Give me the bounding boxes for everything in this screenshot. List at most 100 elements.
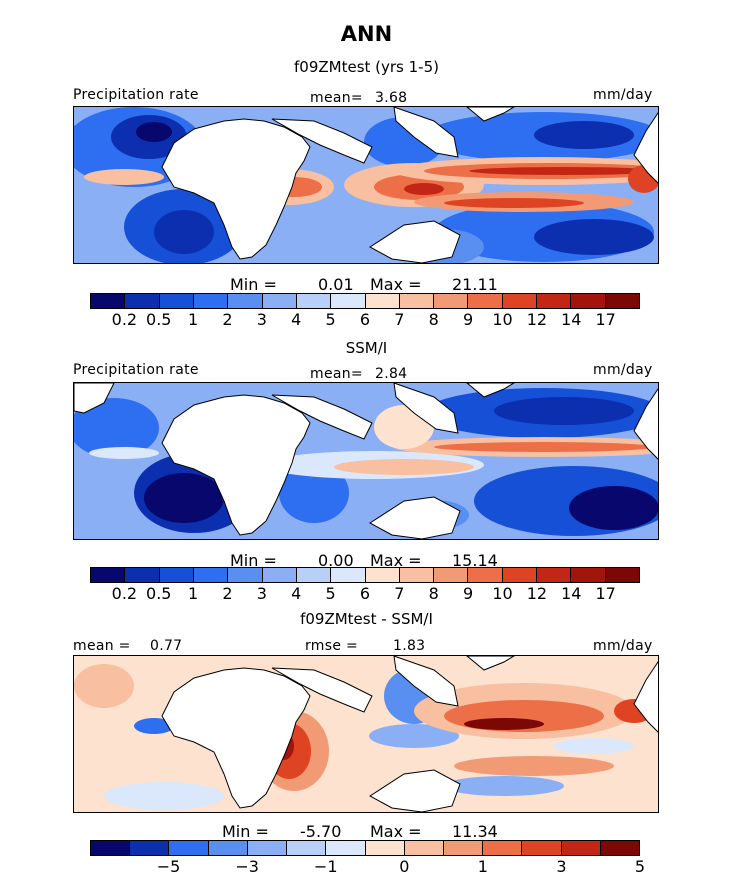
colorbar-swatch: [502, 294, 538, 308]
colorbar-swatch: [561, 841, 601, 855]
colorbar-tick-label: 6: [359, 584, 371, 603]
panel1-min-value: 0.01: [318, 275, 354, 294]
panel3-min-label: Min =: [222, 822, 269, 841]
panel1-map: [73, 106, 659, 264]
colorbar-tick-label: −3: [235, 857, 259, 876]
colorbar-swatch: [571, 568, 606, 582]
colorbar-swatch: [331, 568, 366, 582]
colorbar-tick-label: 1: [188, 584, 199, 603]
panel2-min-value: 0.00: [318, 551, 354, 570]
colorbar-swatch: [169, 841, 209, 855]
panel3-rmse-value: 1.83: [393, 638, 426, 654]
panel2-units: mm/day: [593, 362, 653, 378]
colorbar-swatch: [159, 568, 194, 582]
panel1-title: f09ZMtest (yrs 1-5): [294, 58, 439, 76]
colorbar-swatch: [399, 568, 435, 582]
colorbar-tick-label: −1: [313, 857, 338, 876]
panel3-mean-label: mean =: [73, 638, 131, 654]
panel1-units: mm/day: [593, 87, 653, 103]
colorbar-tick-label: 12: [526, 584, 548, 603]
colorbar-swatch: [365, 568, 400, 582]
colorbar-swatch: [605, 568, 639, 582]
colorbar-swatch: [522, 841, 562, 855]
panel2-mean-label: mean=: [310, 366, 363, 382]
colorbar-tick-label: 9: [463, 310, 474, 329]
difference-field: [74, 664, 654, 810]
panel3-map: [73, 655, 659, 813]
colorbar-swatch: [125, 568, 160, 582]
colorbar-swatch: [365, 841, 405, 855]
colorbar-tick-label: 0.5: [146, 310, 172, 329]
precip-field-model: [74, 107, 658, 263]
colorbar-tick-label: 0.2: [111, 584, 138, 603]
colorbar-swatch: [125, 294, 160, 308]
colorbar-tick-label: 1: [188, 310, 199, 329]
colorbar-swatch: [91, 841, 131, 855]
colorbar-tick-label: 3: [556, 857, 567, 876]
colorbar-tick-label: 2: [222, 310, 233, 329]
colorbar-swatch: [247, 841, 288, 855]
colorbar-tick-label: 0: [399, 857, 410, 876]
colorbar-tick-label: 12: [526, 310, 548, 329]
colorbar-swatch: [193, 294, 229, 308]
colorbar-tick-label: 17: [595, 310, 616, 329]
colorbar-tick-label: 5: [325, 584, 336, 603]
colorbar-tick-label: 8: [428, 310, 439, 329]
colorbar-swatch: [326, 841, 366, 855]
panel3-min-value: -5.70: [300, 822, 342, 841]
colorbar-swatch: [159, 294, 194, 308]
panel2-title: SSM/I: [345, 339, 388, 357]
colorbar-tick-label: 14: [561, 310, 582, 329]
panel3-mean-value: 0.77: [150, 638, 183, 654]
colorbar-swatch: [537, 568, 572, 582]
panel1-mean-label: mean=: [310, 90, 363, 106]
colorbar-tick-label: 4: [291, 310, 302, 329]
colorbar-tick-label: −5: [156, 857, 181, 876]
coastlines: [161, 107, 658, 263]
colorbar-swatch: [228, 294, 263, 308]
colorbar-swatch: [331, 294, 366, 308]
main-title: ANN: [340, 22, 393, 46]
colorbar-swatch: [365, 294, 400, 308]
panel3-title: f09ZMtest - SSM/I: [300, 610, 433, 628]
panel2-max-label: Max =: [370, 551, 422, 570]
panel3-max-label: Max =: [370, 822, 422, 841]
colorbar-swatch: [483, 841, 523, 855]
panel1-colorbar-ticks: 0.2 0.5 1 2 3 4 5 6 7 8 9 10 12 14 17: [90, 310, 640, 330]
panel2-max-value: 15.14: [452, 551, 498, 570]
coastlines: [74, 383, 658, 539]
colorbar-swatch: [434, 294, 469, 308]
panel3-units: mm/day: [593, 638, 653, 654]
colorbar-swatch: [91, 294, 126, 308]
panel3-rmse-label: rmse =: [305, 638, 359, 654]
panel1-max-label: Max =: [370, 275, 422, 294]
panel2-mean-value: 2.84: [375, 366, 408, 382]
panel3-max-value: 11.34: [452, 822, 498, 841]
colorbar-swatch: [605, 294, 639, 308]
colorbar-tick-label: 8: [428, 584, 439, 603]
colorbar-swatch: [537, 294, 572, 308]
colorbar-swatch: [228, 568, 263, 582]
colorbar-swatch: [130, 841, 170, 855]
colorbar-swatch: [296, 294, 332, 308]
colorbar-tick-label: 9: [463, 584, 474, 603]
panel1-mean-value: 3.68: [375, 90, 408, 106]
colorbar-tick-label: 5: [325, 310, 336, 329]
colorbar-tick-label: 0.5: [146, 584, 172, 603]
colorbar-tick-label: 2: [222, 584, 233, 603]
colorbar-swatch: [193, 568, 229, 582]
colorbar-tick-label: 14: [561, 584, 582, 603]
panel1-variable-label: Precipitation rate: [73, 87, 199, 103]
colorbar-tick-label: 7: [394, 310, 405, 329]
colorbar-tick-label: 10: [492, 584, 513, 603]
colorbar-tick-label: 17: [595, 584, 616, 603]
coastlines: [161, 656, 658, 812]
colorbar-swatch: [399, 294, 435, 308]
colorbar-swatch: [208, 841, 248, 855]
colorbar-swatch: [600, 841, 640, 855]
colorbar-tick-label: 7: [394, 584, 405, 603]
colorbar-tick-label: 1: [477, 857, 488, 876]
panel2-colorbar-ticks: 0.2 0.5 1 2 3 4 5 6 7 8 9 10 12 14 17: [90, 584, 640, 604]
colorbar-swatch: [296, 568, 332, 582]
colorbar-swatch: [468, 568, 503, 582]
